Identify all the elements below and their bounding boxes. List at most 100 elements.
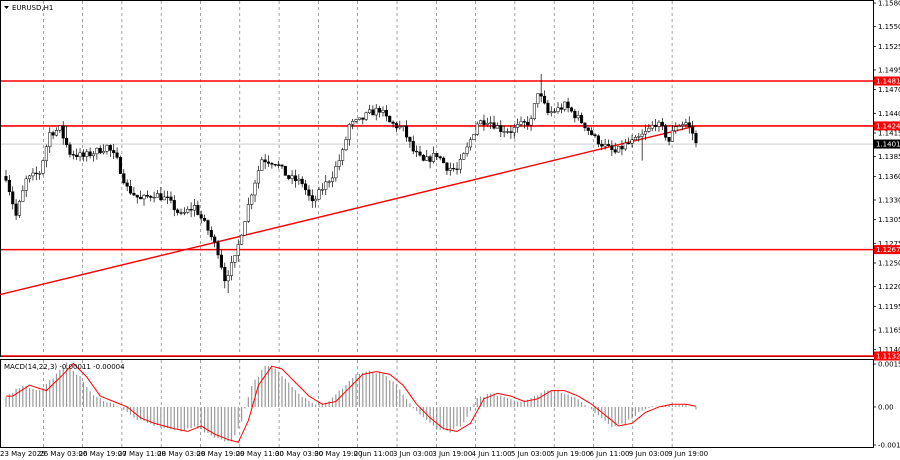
trendline[interactable]: [0, 125, 697, 296]
candle: [374, 104, 378, 121]
candle: [465, 142, 469, 157]
x-tick-label: 26 May 19:00: [79, 450, 127, 458]
macd-signal-line: [6, 362, 697, 443]
candle: [536, 93, 540, 108]
y-tick-label: 1.1415: [878, 130, 900, 138]
y-tick-label: 1.1250: [878, 260, 900, 268]
candle: [566, 97, 570, 113]
macd-y-tick-label: -0.0014: [878, 442, 900, 450]
candle: [88, 147, 92, 159]
candle: [132, 186, 136, 196]
candle: [34, 166, 38, 181]
candle: [431, 146, 436, 164]
candle: [105, 144, 109, 155]
candle: [162, 190, 166, 201]
x-tick-label: 2 Jun 11:00: [354, 450, 394, 458]
candle: [458, 154, 462, 174]
y-tick-label: 1.1495: [878, 66, 900, 74]
candle: [347, 122, 351, 146]
candle: [192, 199, 197, 217]
candle: [159, 187, 163, 201]
candle: [448, 162, 452, 176]
candle: [600, 139, 604, 151]
y-tick-label: 1.1470: [878, 86, 900, 94]
candle: [135, 194, 139, 204]
candle: [250, 193, 254, 210]
candle: [4, 169, 8, 183]
candle: [549, 106, 553, 117]
candle: [492, 115, 496, 130]
candle: [687, 116, 691, 134]
candle: [637, 132, 641, 142]
candle: [388, 115, 392, 123]
candle: [300, 176, 304, 188]
candle: [337, 154, 341, 171]
candle: [354, 118, 358, 124]
candle: [519, 116, 523, 127]
candle: [179, 208, 183, 216]
candle: [502, 125, 506, 138]
candle: [522, 119, 526, 129]
y-tick-label: 1.1305: [878, 216, 900, 224]
candle: [38, 171, 42, 180]
candle: [206, 219, 210, 236]
x-tick-label: 28 May 19:00: [197, 450, 245, 458]
candle: [223, 262, 227, 289]
candle: [556, 102, 560, 114]
candle: [112, 144, 116, 160]
candle: [559, 103, 563, 114]
candle: [172, 195, 176, 217]
y-tick-label: 1.1525: [878, 43, 900, 51]
candle: [334, 161, 338, 182]
candle: [125, 179, 129, 192]
candle: [553, 108, 557, 114]
candle: [166, 190, 170, 205]
candle: [364, 111, 368, 121]
candle: [633, 135, 637, 140]
candle: [14, 199, 18, 220]
level-label: 1.1132: [876, 353, 900, 361]
candle: [71, 150, 75, 160]
y-tick-label: 1.1550: [878, 23, 900, 31]
candle: [509, 125, 513, 139]
candle: [499, 120, 503, 137]
candle: [674, 122, 678, 134]
x-tick-label: 29 May 11:00: [236, 450, 284, 458]
candle: [371, 105, 375, 116]
candle: [95, 147, 99, 160]
candle: [51, 130, 55, 140]
candle: [203, 214, 207, 222]
candle: [415, 145, 419, 158]
candle: [630, 134, 634, 148]
candle: [384, 105, 388, 122]
candle: [516, 118, 520, 133]
candle: [664, 123, 668, 141]
candle: [643, 124, 648, 141]
candle: [189, 202, 193, 218]
symbol-dropdown-icon[interactable]: [4, 6, 9, 9]
candle: [445, 162, 449, 175]
candle: [351, 118, 355, 130]
candle: [482, 114, 486, 131]
x-tick-label: 23 May 2025: [0, 450, 46, 458]
candle: [546, 99, 550, 116]
candle: [394, 121, 398, 133]
candle: [596, 134, 600, 148]
candle: [401, 125, 405, 132]
candle: [102, 144, 106, 155]
candle: [617, 145, 621, 153]
horizontal-levels: [1, 80, 873, 357]
candle: [68, 142, 72, 158]
candle: [91, 151, 96, 162]
candlesticks: [4, 73, 698, 293]
candle: [314, 195, 318, 208]
candle: [489, 116, 493, 129]
candle: [438, 155, 442, 161]
candle: [280, 164, 284, 170]
candle: [128, 180, 133, 195]
current-price-label: 1.1401: [876, 141, 900, 149]
candle: [199, 210, 203, 224]
candle: [24, 175, 28, 198]
y-tick-label: 1.1440: [878, 110, 900, 118]
